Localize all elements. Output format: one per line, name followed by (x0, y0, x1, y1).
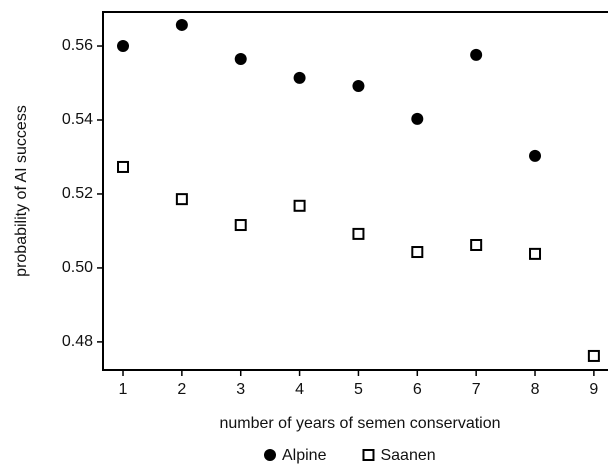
point (293, 199, 306, 212)
point (587, 349, 600, 362)
y-tick-label: 0.52 (62, 185, 93, 202)
x-axis-label: number of years of semen conservation (219, 415, 500, 432)
y-tick-label: 0.56 (62, 37, 93, 54)
point (293, 71, 306, 84)
point (411, 246, 424, 259)
x-tick-label: 8 (531, 381, 540, 398)
legend-marker (362, 449, 375, 461)
point (175, 18, 188, 31)
x-tick-label: 7 (472, 381, 481, 398)
legend-marker (264, 449, 276, 461)
point (470, 48, 483, 61)
point (529, 149, 542, 162)
point (352, 79, 365, 92)
point (175, 193, 188, 206)
plot-frame (102, 11, 608, 371)
y-axis-label: probability of AI success (13, 105, 30, 277)
x-tick-label: 2 (177, 381, 186, 398)
y-tick-label: 0.48 (62, 333, 93, 350)
x-tick-label: 6 (413, 381, 422, 398)
point (352, 227, 365, 240)
point (470, 238, 483, 251)
x-tick-label: 1 (119, 381, 128, 398)
legend-label: Saanen (380, 447, 435, 464)
legend-label: Alpine (282, 447, 327, 464)
x-tick-label: 4 (295, 381, 304, 398)
x-tick-label: 5 (354, 381, 363, 398)
point (234, 52, 247, 65)
x-tick-label: 9 (589, 381, 598, 398)
point (234, 219, 247, 232)
x-tick-label: 3 (236, 381, 245, 398)
point (411, 112, 424, 125)
y-tick-label: 0.50 (62, 259, 93, 276)
y-tick-label: 0.54 (62, 111, 93, 128)
point (117, 40, 130, 53)
point (117, 160, 130, 173)
point (529, 247, 542, 260)
